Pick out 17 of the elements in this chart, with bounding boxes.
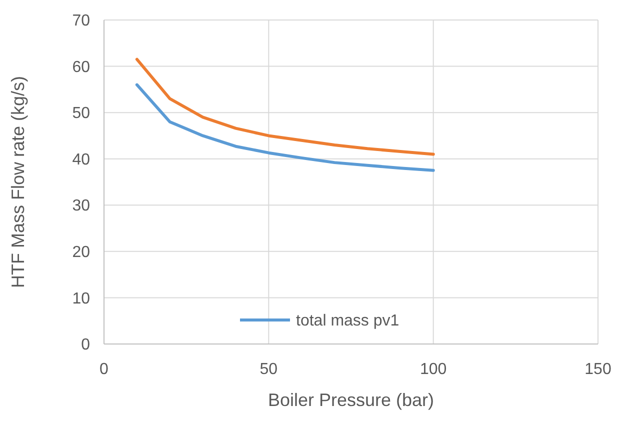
x-tick-label: 150 [584, 361, 612, 378]
line-series [135, 58, 435, 156]
y-tick-label: 70 [72, 12, 90, 30]
x-tick-label: 100 [420, 361, 447, 378]
line-series [135, 83, 435, 172]
x-tick-label: 0 [100, 361, 109, 378]
y-tick-label: 10 [72, 290, 90, 308]
legend-label: total mass pv1 [296, 312, 400, 330]
y-tick-label: 30 [72, 198, 90, 215]
y-axis-title: HTF Mass Flow rate (kg/s) [8, 76, 28, 288]
y-tick-label: 50 [72, 105, 90, 122]
y-tick-label: 20 [72, 244, 90, 262]
y-tick-label: 60 [72, 58, 90, 76]
x-tick-label: 50 [260, 361, 278, 378]
x-axis-title: Boiler Pressure (bar) [268, 390, 434, 410]
y-tick-label: 0 [81, 336, 90, 354]
y-tick-label: 40 [72, 151, 90, 168]
